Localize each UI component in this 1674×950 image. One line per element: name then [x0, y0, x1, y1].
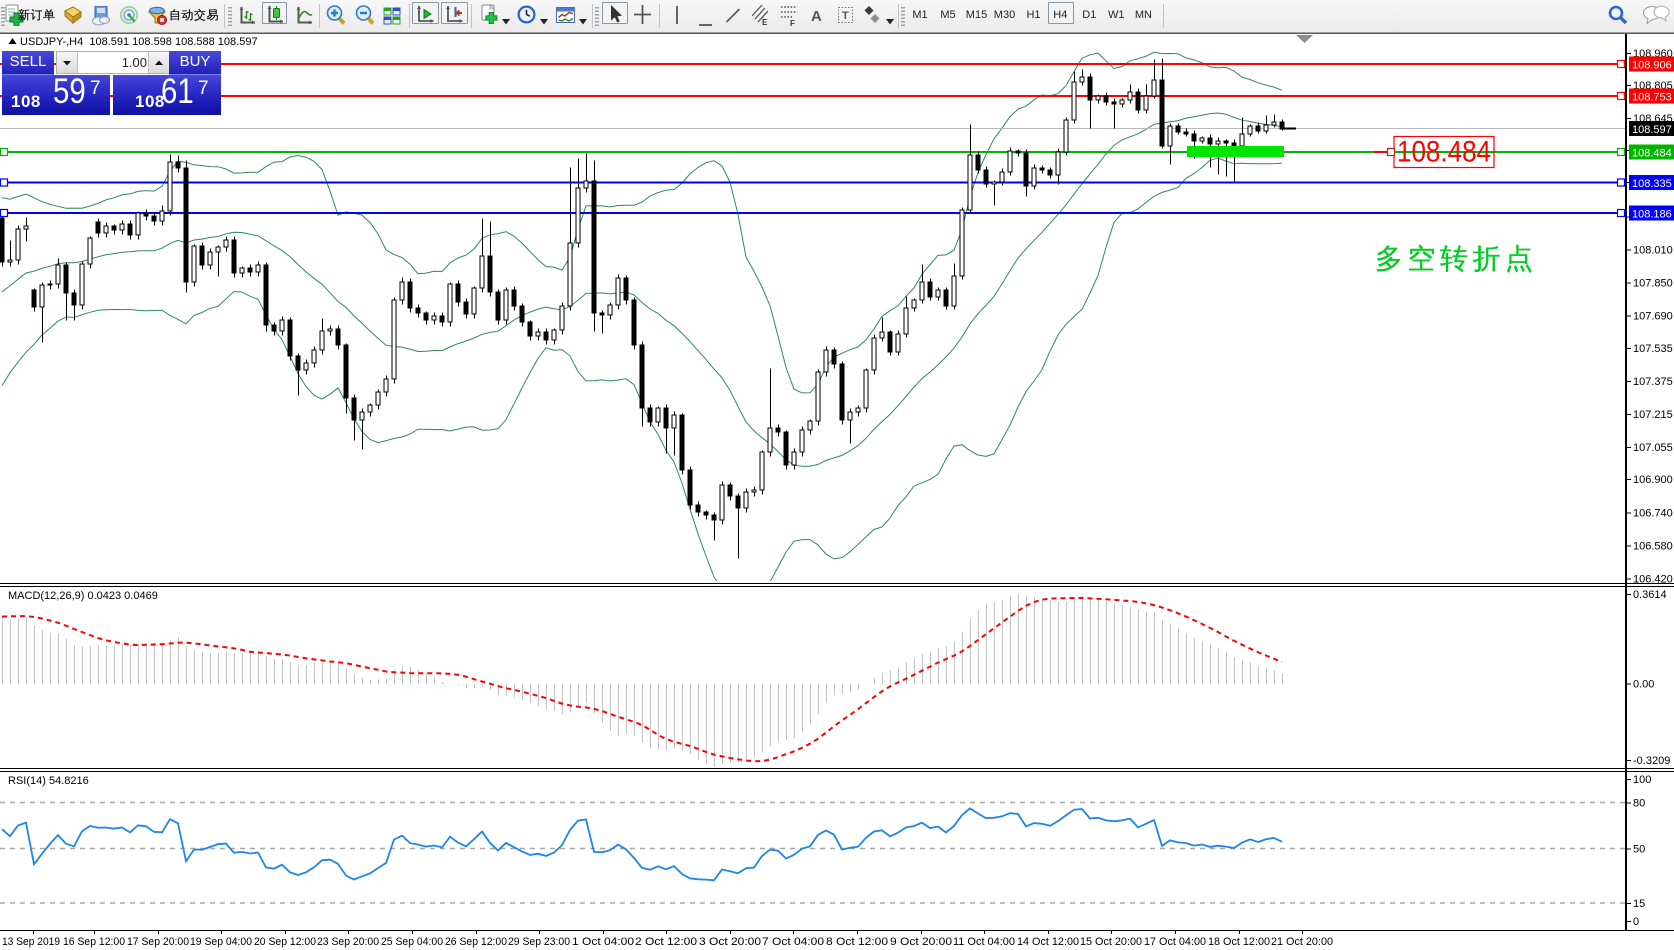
svg-text:MACD(12,26,9) 0.0423 0.0469: MACD(12,26,9) 0.0423 0.0469 [8, 590, 158, 602]
svg-text:16 Sep 12:00: 16 Sep 12:00 [63, 936, 125, 948]
svg-text:20 Sep 12:00: 20 Sep 12:00 [254, 936, 316, 948]
svg-text:108.484: 108.484 [1397, 136, 1491, 169]
svg-text:50: 50 [1633, 844, 1645, 856]
svg-text:7 Oct 04:00: 7 Oct 04:00 [762, 936, 824, 948]
svg-text:15: 15 [1633, 898, 1645, 910]
svg-text:0.3614: 0.3614 [1633, 589, 1667, 601]
svg-text:107.375: 107.375 [1633, 376, 1673, 388]
svg-text:107.690: 107.690 [1633, 311, 1673, 323]
svg-text:0: 0 [1633, 916, 1639, 928]
svg-text:108.484: 108.484 [1632, 148, 1672, 160]
svg-text:107.055: 107.055 [1633, 442, 1673, 454]
svg-text:107.535: 107.535 [1633, 343, 1673, 355]
svg-text:21 Oct 20:00: 21 Oct 20:00 [1271, 936, 1333, 948]
svg-text:29 Sep 23:00: 29 Sep 23:00 [508, 936, 570, 948]
svg-text:106.420: 106.420 [1633, 574, 1673, 586]
svg-text:108.186: 108.186 [1632, 209, 1672, 221]
svg-text:108.010: 108.010 [1633, 244, 1673, 256]
svg-text:26 Sep 12:00: 26 Sep 12:00 [445, 936, 507, 948]
svg-text:9 Oct 20:00: 9 Oct 20:00 [890, 936, 952, 948]
svg-text:107.850: 107.850 [1633, 278, 1673, 290]
svg-text:17 Sep 20:00: 17 Sep 20:00 [127, 936, 189, 948]
svg-text:19 Sep 04:00: 19 Sep 04:00 [190, 936, 252, 948]
svg-text:RSI(14) 54.8216: RSI(14) 54.8216 [8, 775, 89, 787]
svg-text:106.740: 106.740 [1633, 507, 1673, 519]
svg-text:107.215: 107.215 [1633, 409, 1673, 421]
svg-text:11 Oct 04:00: 11 Oct 04:00 [953, 936, 1015, 948]
svg-text:1 Oct 04:00: 1 Oct 04:00 [572, 936, 634, 948]
svg-text:108.597: 108.597 [1632, 124, 1672, 136]
svg-text:13 Sep 2019: 13 Sep 2019 [2, 936, 60, 948]
svg-text:8 Oct 12:00: 8 Oct 12:00 [826, 936, 888, 948]
svg-text:23 Sep 20:00: 23 Sep 20:00 [317, 936, 379, 948]
svg-text:106.580: 106.580 [1633, 540, 1673, 552]
svg-text:2 Oct 12:00: 2 Oct 12:00 [635, 936, 697, 948]
svg-text:108.335: 108.335 [1632, 178, 1672, 190]
svg-text:E: E [762, 18, 768, 26]
svg-text:80: 80 [1633, 798, 1645, 810]
svg-text:14 Oct 12:00: 14 Oct 12:00 [1017, 936, 1079, 948]
svg-text:108.753: 108.753 [1632, 92, 1672, 104]
svg-text:3 Oct 20:00: 3 Oct 20:00 [699, 936, 761, 948]
svg-text:100: 100 [1633, 774, 1651, 786]
svg-text:106.900: 106.900 [1633, 474, 1673, 486]
svg-text:-0.3209: -0.3209 [1633, 755, 1670, 767]
svg-text:17 Oct 04:00: 17 Oct 04:00 [1144, 936, 1206, 948]
svg-text:F: F [790, 19, 795, 27]
svg-text:18 Oct 12:00: 18 Oct 12:00 [1208, 936, 1270, 948]
svg-text:15 Oct 20:00: 15 Oct 20:00 [1080, 936, 1142, 948]
svg-text:108.906: 108.906 [1632, 60, 1672, 72]
svg-text:0.00: 0.00 [1633, 679, 1654, 691]
svg-text:25 Sep 04:00: 25 Sep 04:00 [381, 936, 443, 948]
svg-text:T: T [842, 10, 849, 22]
